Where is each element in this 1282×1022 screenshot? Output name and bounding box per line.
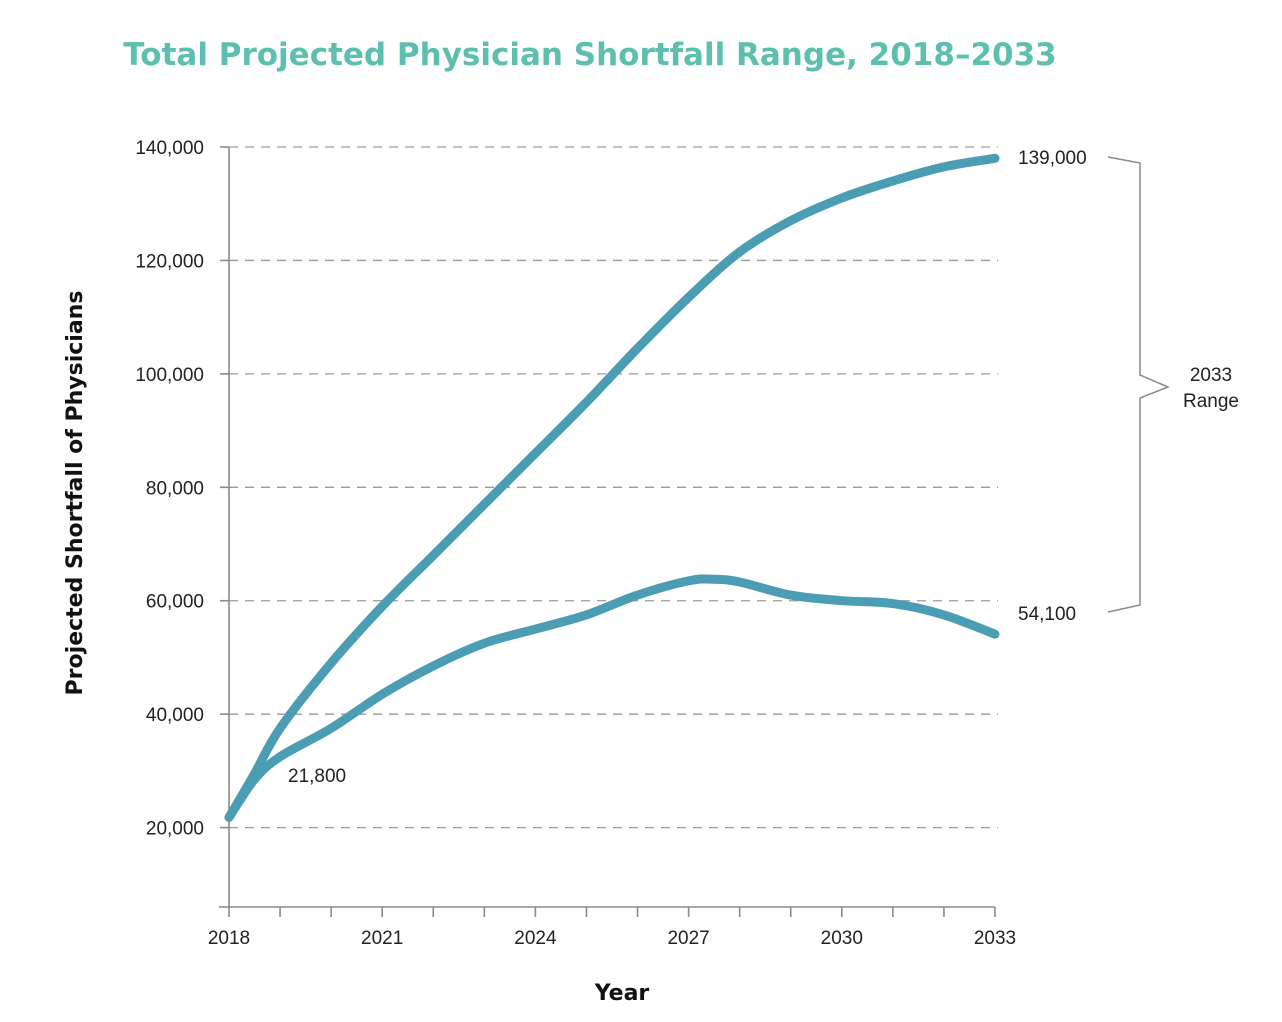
x-tick-label-2021: 2021 <box>361 928 403 949</box>
x-tick-label-2018: 2018 <box>208 928 250 949</box>
y-tick-label-100000: 100,000 <box>135 365 204 386</box>
lower-end-value-label: 54,100 <box>1018 604 1076 625</box>
range-label-year: 2033 <box>1190 365 1232 386</box>
y-axis-title: Projected Shortfall of Physicians <box>63 291 88 696</box>
x-tick-label-2027: 2027 <box>667 928 709 949</box>
chart-title: Total Projected Physician Shortfall Rang… <box>123 37 1056 73</box>
axes <box>219 146 996 917</box>
range-label-word: Range <box>1183 391 1239 412</box>
y-tick-label-140000: 140,000 <box>135 138 204 159</box>
y-tick-label-20000: 20,000 <box>146 819 204 840</box>
start-value-label: 21,800 <box>288 766 346 787</box>
gridlines <box>229 146 998 829</box>
series-line-upper <box>224 153 1000 822</box>
y-tick-label-120000: 120,000 <box>135 251 204 272</box>
series-lines <box>224 153 1000 822</box>
y-tick-label-40000: 40,000 <box>146 705 204 726</box>
upper-end-value-label: 139,000 <box>1018 148 1087 169</box>
range-bracket <box>1107 156 1170 613</box>
y-tick-label-60000: 60,000 <box>146 592 204 613</box>
tick-labels: 20,000 40,000 60,000 80,000 100,000 120,000 14… <box>135 138 1016 949</box>
y-tick-label-80000: 80,000 <box>146 478 204 499</box>
x-axis-title: Year <box>594 981 650 1006</box>
x-tick-label-2033: 2033 <box>974 928 1016 949</box>
series-line-lower <box>224 574 1000 822</box>
x-tick-label-2024: 2024 <box>514 928 557 949</box>
x-tick-label-2030: 2030 <box>821 928 863 949</box>
